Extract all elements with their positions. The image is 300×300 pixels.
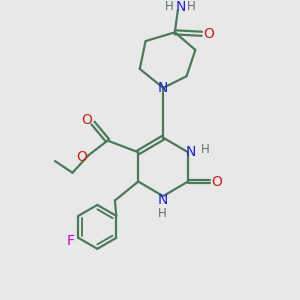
Text: N: N xyxy=(158,193,168,207)
Text: O: O xyxy=(203,27,214,41)
Text: N: N xyxy=(176,0,186,14)
Text: O: O xyxy=(81,113,92,127)
Text: H: H xyxy=(187,0,195,14)
Text: O: O xyxy=(211,175,222,188)
Text: N: N xyxy=(185,145,196,159)
Text: N: N xyxy=(158,81,168,95)
Text: H: H xyxy=(201,143,209,156)
Text: O: O xyxy=(77,150,88,164)
Text: F: F xyxy=(66,234,74,248)
Text: H: H xyxy=(158,207,167,220)
Text: H: H xyxy=(165,0,174,14)
